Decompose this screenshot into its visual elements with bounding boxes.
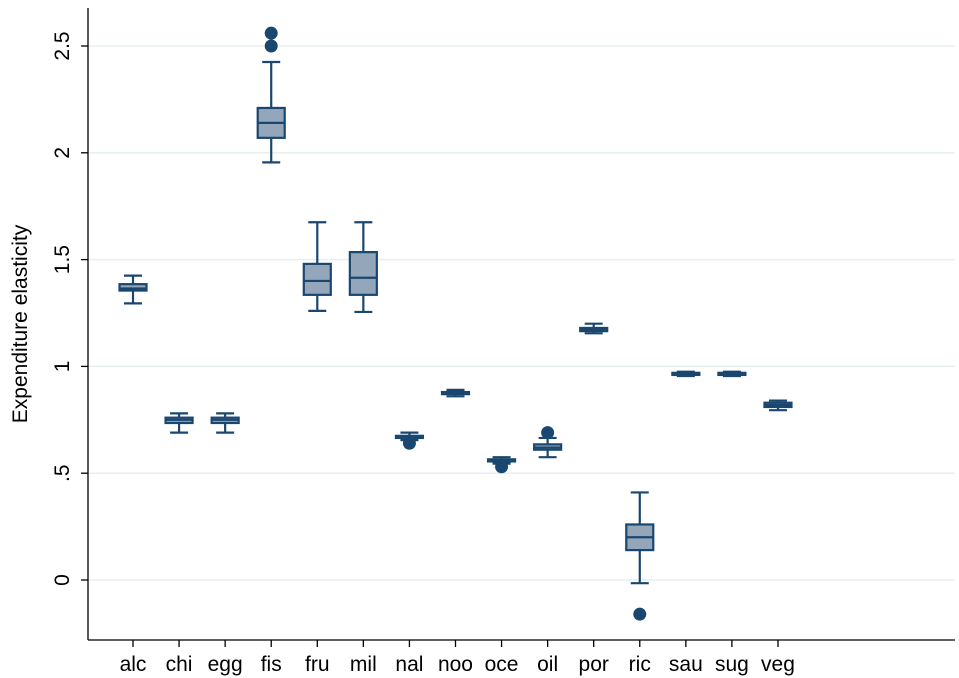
- y-axis-title: Expenditure elasticity: [9, 224, 32, 423]
- boxes: [118, 26, 793, 621]
- x-ticks: alc chi egg fis fru mil nal noo oce oil por ric sau s…: [120, 640, 795, 676]
- x-tick-label: nal: [395, 653, 423, 676]
- x-tick-label: por: [579, 653, 609, 676]
- y-tick-label: 2.5: [51, 31, 74, 60]
- x-tick-label: mil: [350, 653, 377, 676]
- axes: [87, 8, 955, 641]
- box-sug: [717, 370, 747, 378]
- box-alc: [118, 274, 148, 305]
- box-fru: [302, 221, 332, 312]
- box-fis: [256, 26, 286, 164]
- x-tick-label: oce: [485, 653, 519, 676]
- outlier-point: [402, 436, 416, 450]
- y-tick-label: 1: [51, 361, 74, 373]
- outlier-point: [264, 39, 278, 53]
- x-tick-label: veg: [761, 653, 795, 676]
- box-nal: [394, 431, 425, 450]
- box-noo: [440, 388, 471, 398]
- box-sau: [671, 370, 701, 378]
- y-ticks: 0 .5 1 1.5 2 2.5: [51, 31, 88, 586]
- box-ric: [625, 491, 655, 621]
- iqr-box: [348, 251, 378, 296]
- iqr-box: [302, 262, 332, 296]
- x-tick-label: noo: [438, 653, 473, 676]
- x-tick-label: egg: [208, 653, 243, 676]
- outlier-point: [633, 607, 647, 621]
- y-tick-label: 1.5: [51, 245, 74, 274]
- x-tick-label: sau: [669, 653, 703, 676]
- outlier-point: [541, 426, 555, 440]
- outlier-point: [495, 460, 509, 474]
- box-oil: [533, 426, 563, 459]
- y-tick-label: 0: [51, 574, 74, 586]
- box-mil: [348, 221, 378, 314]
- box-por: [579, 322, 609, 335]
- grid-lines: [88, 45, 955, 581]
- y-tick-label: 2: [51, 147, 74, 159]
- x-tick-label: chi: [166, 653, 193, 676]
- x-tick-label: sug: [715, 653, 749, 676]
- x-tick-label: fru: [305, 653, 330, 676]
- outlier-point: [264, 26, 278, 40]
- box-chi: [164, 412, 194, 434]
- x-tick-label: alc: [120, 653, 147, 676]
- box-veg: [763, 399, 793, 412]
- box-oce: [486, 456, 517, 474]
- x-tick-label: oil: [537, 653, 558, 676]
- x-tick-label: ric: [629, 653, 651, 676]
- box-egg: [210, 412, 240, 434]
- x-tick-label: fis: [261, 653, 282, 676]
- y-tick-label: .5: [51, 464, 74, 482]
